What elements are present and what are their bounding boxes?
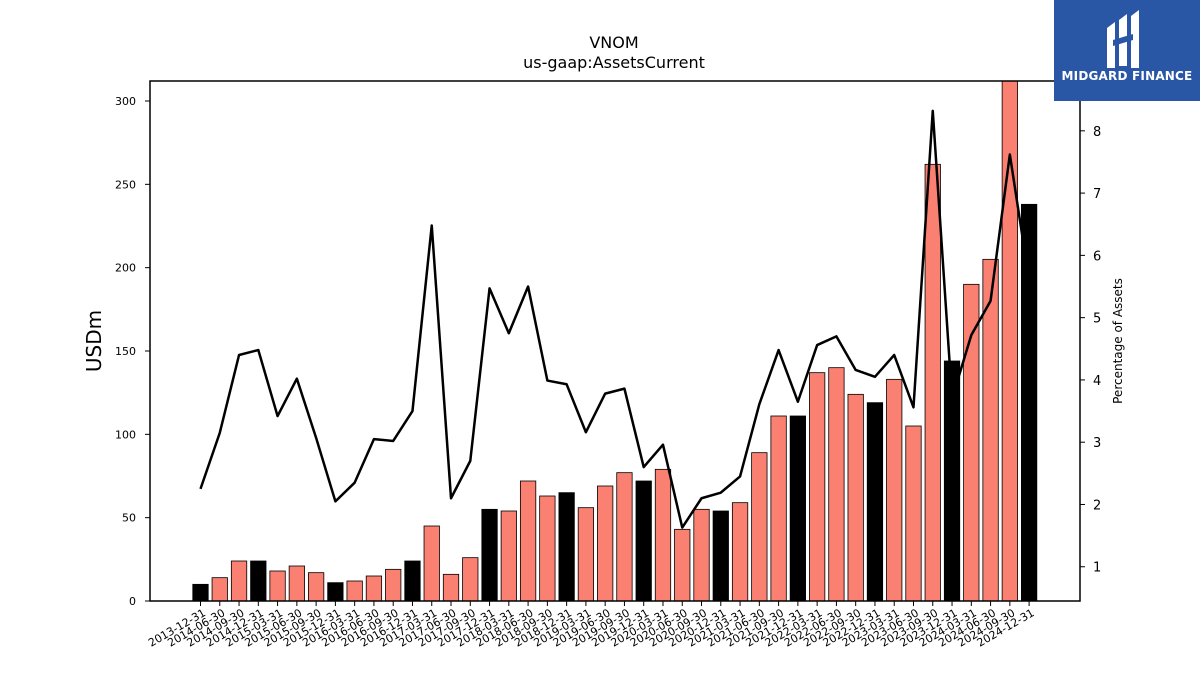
y2-tick-label: 1 — [1093, 561, 1101, 576]
bar — [346, 580, 363, 602]
x-axis: 2013-12-312014-06-302014-09-302014-12-31… — [146, 601, 1037, 650]
bar — [423, 525, 440, 602]
y2-tick-label: 3 — [1093, 436, 1101, 451]
y2-tick-label: 7 — [1093, 187, 1101, 202]
bar — [500, 510, 517, 602]
y-tick-label: 250 — [115, 178, 136, 191]
bar — [211, 577, 228, 602]
bar — [404, 560, 421, 602]
y-tick-label: 150 — [115, 345, 136, 358]
bar — [963, 283, 980, 602]
bar — [577, 507, 595, 602]
bar — [385, 568, 402, 602]
bar — [866, 402, 884, 602]
bar — [693, 508, 710, 602]
bar — [442, 573, 460, 602]
bar — [558, 492, 575, 602]
y-tick-label: 100 — [115, 428, 136, 441]
plot-frame — [149, 80, 1081, 602]
bar — [712, 510, 729, 602]
y2-tick-label: 2 — [1093, 498, 1101, 513]
logo-text: MIDGARD FINANCE — [1061, 69, 1193, 83]
bar — [250, 560, 267, 602]
bar — [751, 452, 768, 602]
bar — [481, 508, 498, 602]
bar — [230, 560, 248, 602]
bar — [770, 415, 787, 602]
bar — [1021, 203, 1038, 602]
y2-tick-label: 8 — [1093, 125, 1101, 140]
bar — [635, 480, 652, 602]
y-axis-label: USDm — [82, 310, 106, 372]
bar — [654, 468, 672, 602]
y-tick-label: 200 — [115, 262, 136, 275]
bar — [308, 572, 325, 602]
y-tick-label: 300 — [115, 95, 136, 108]
y-tick-label: 50 — [122, 512, 136, 525]
bar — [847, 393, 864, 602]
midgard-logo-icon — [1107, 10, 1139, 68]
y2-tick-label: 5 — [1093, 312, 1101, 327]
bar — [731, 502, 749, 602]
y-axis-right: 1 2 3 4 5 6 7 8 — [1080, 125, 1101, 576]
y-axis-left: 0 50 100 150 200 250 300 — [115, 95, 150, 608]
bar — [192, 583, 209, 602]
bar — [828, 367, 845, 602]
bar-series — [192, 80, 1038, 602]
y2-axis-label: Percentage of Assets — [1111, 278, 1125, 404]
y2-tick-label: 4 — [1093, 374, 1101, 389]
bar — [905, 425, 922, 602]
y-tick-label: 0 — [129, 595, 136, 608]
bar — [809, 372, 826, 602]
bar — [462, 557, 479, 602]
bar — [269, 570, 286, 602]
bar — [616, 472, 633, 602]
chart-title: VNOM — [589, 33, 638, 52]
y2-tick-label: 6 — [1093, 249, 1101, 264]
bar — [519, 480, 537, 602]
line-series — [199, 109, 1031, 529]
bar — [365, 575, 383, 602]
bar — [327, 582, 344, 602]
chart-subtitle: us-gaap:AssetsCurrent — [523, 53, 705, 72]
bar — [674, 528, 691, 602]
bar — [539, 495, 556, 602]
bar — [288, 565, 305, 602]
bar — [597, 485, 614, 602]
line-path — [199, 109, 1031, 529]
brand-logo: MIDGARD FINANCE — [1054, 0, 1200, 101]
bar — [789, 415, 806, 602]
bar — [924, 163, 941, 602]
bar — [886, 378, 903, 602]
